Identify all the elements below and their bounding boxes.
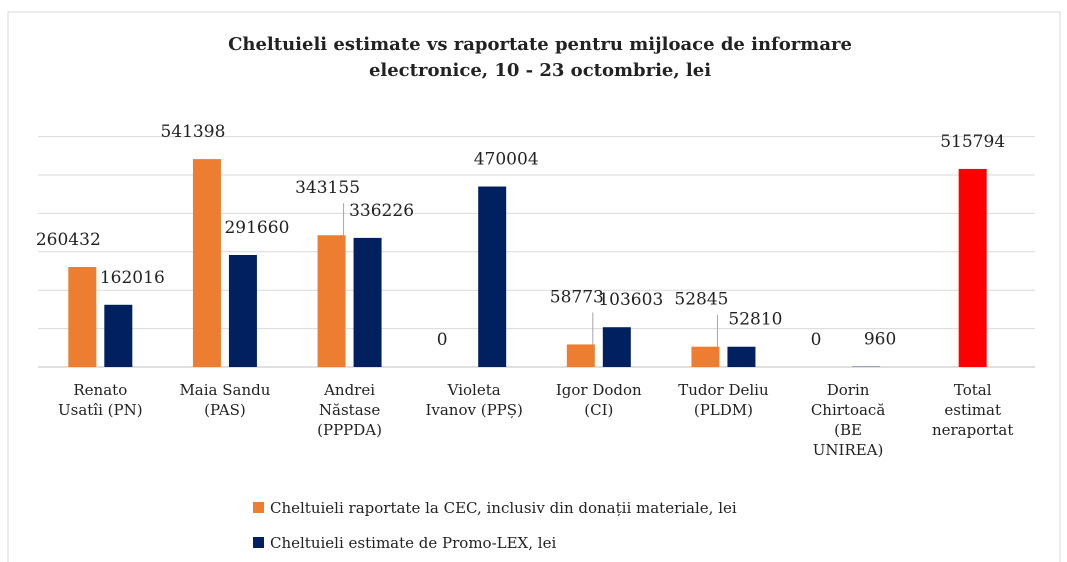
bar (958, 168, 987, 367)
value-label: 515794 (940, 132, 1005, 152)
bar (727, 346, 756, 367)
bar (353, 237, 382, 367)
chart-border (7, 11, 1061, 562)
bar (317, 235, 346, 367)
value-label: 541398 (160, 122, 225, 142)
bar (228, 255, 257, 367)
value-label: 0 (811, 330, 822, 350)
value-label: 470004 (474, 150, 539, 170)
bar (691, 346, 720, 367)
x-tick-label: Andrei Năstase (PPPDA) (317, 381, 382, 439)
x-tick-label: Igor Dodon (CI) (555, 381, 642, 419)
legend-swatch (253, 537, 264, 548)
bar (192, 159, 221, 367)
legend-label: Cheltuieli raportate la CEC, inclusiv di… (270, 499, 737, 517)
bar (478, 186, 507, 367)
value-label: 162016 (100, 268, 165, 288)
bar (68, 266, 97, 367)
value-label: 343155 (295, 178, 360, 198)
x-tick-label: Total estimat neraportat (931, 381, 1014, 439)
x-tick-label: Maia Sandu (PAS) (179, 381, 271, 419)
value-label: 291660 (224, 218, 289, 238)
value-label: 52810 (728, 310, 782, 330)
bar (104, 304, 133, 367)
x-tick-label: Violeta Ivanov (PPȘ) (425, 381, 523, 419)
x-tick-label: Dorin Chirtoacă (BE UNIREA) (810, 381, 886, 459)
value-label: 0 (437, 330, 448, 350)
x-tick-label: Renato Usatîi (PN) (58, 381, 143, 419)
chart-title: Cheltuieli estimate vs raportate pentru … (228, 34, 852, 81)
value-label: 960 (864, 330, 896, 350)
value-label: 103603 (598, 290, 663, 310)
value-label: 52845 (674, 290, 728, 310)
legend-label: Cheltuieli estimate de Promo-LEX, lei (270, 534, 556, 552)
value-label: 58773 (550, 287, 604, 307)
value-label: 260432 (36, 230, 101, 250)
value-label: 336226 (349, 201, 414, 221)
x-tick-label: Tudor Deliu (PLDM) (678, 381, 769, 419)
bar (602, 327, 631, 367)
legend-swatch (253, 502, 264, 513)
bar (566, 344, 595, 367)
